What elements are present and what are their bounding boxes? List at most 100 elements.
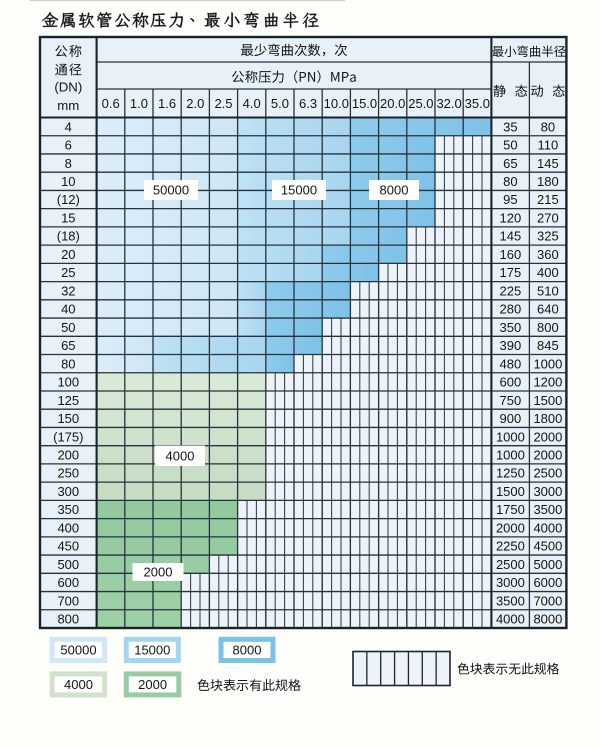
- svg-text:300: 300: [57, 484, 79, 499]
- svg-text:95: 95: [503, 192, 517, 207]
- svg-text:160: 160: [500, 247, 522, 262]
- svg-text:1800: 1800: [533, 411, 562, 426]
- svg-text:4500: 4500: [533, 539, 562, 554]
- svg-text:1200: 1200: [533, 375, 562, 390]
- svg-text:640: 640: [537, 302, 559, 317]
- svg-text:25.0: 25.0: [408, 96, 433, 111]
- svg-text:8000: 8000: [233, 643, 262, 658]
- svg-text:2000: 2000: [138, 677, 167, 692]
- svg-text:15: 15: [61, 210, 75, 225]
- svg-text:65: 65: [503, 156, 517, 171]
- svg-text:480: 480: [500, 356, 522, 371]
- svg-text:600: 600: [57, 575, 79, 590]
- svg-text:10: 10: [61, 174, 75, 189]
- svg-text:450: 450: [57, 539, 79, 554]
- svg-text:6000: 6000: [533, 575, 562, 590]
- svg-text:20.0: 20.0: [380, 96, 405, 111]
- svg-text:510: 510: [537, 283, 559, 298]
- svg-text:3500: 3500: [496, 593, 525, 608]
- svg-text:50000: 50000: [60, 643, 96, 658]
- svg-text:5000: 5000: [533, 557, 562, 572]
- svg-text:35.0: 35.0: [465, 96, 490, 111]
- svg-text:80: 80: [541, 119, 555, 134]
- svg-text:145: 145: [537, 156, 559, 171]
- svg-text:25: 25: [61, 265, 75, 280]
- svg-text:1750: 1750: [496, 502, 525, 517]
- svg-text:1000: 1000: [496, 447, 525, 462]
- svg-text:1.0: 1.0: [130, 96, 148, 111]
- svg-text:32.0: 32.0: [436, 96, 461, 111]
- svg-text:2500: 2500: [533, 466, 562, 481]
- svg-text:150: 150: [57, 411, 79, 426]
- svg-text:845: 845: [537, 338, 559, 353]
- svg-text:8000: 8000: [380, 183, 409, 198]
- svg-text:2000: 2000: [144, 565, 173, 580]
- svg-text:175: 175: [500, 265, 522, 280]
- svg-text:225: 225: [500, 283, 522, 298]
- svg-text:4000: 4000: [64, 677, 93, 692]
- svg-text:(DN): (DN): [54, 80, 82, 95]
- svg-text:1500: 1500: [533, 393, 562, 408]
- svg-text:390: 390: [500, 338, 522, 353]
- svg-text:360: 360: [537, 247, 559, 262]
- svg-text:2250: 2250: [496, 539, 525, 554]
- svg-text:215: 215: [537, 192, 559, 207]
- svg-text:65: 65: [61, 338, 75, 353]
- svg-text:4000: 4000: [533, 520, 562, 535]
- svg-text:350: 350: [500, 320, 522, 335]
- svg-text:750: 750: [500, 393, 522, 408]
- svg-text:350: 350: [57, 502, 79, 517]
- svg-text:600: 600: [500, 375, 522, 390]
- svg-text:900: 900: [500, 411, 522, 426]
- svg-text:700: 700: [57, 593, 79, 608]
- svg-text:15000: 15000: [134, 643, 170, 658]
- svg-text:270: 270: [537, 210, 559, 225]
- svg-text:10.0: 10.0: [324, 96, 349, 111]
- svg-text:(175): (175): [53, 429, 83, 444]
- svg-text:1000: 1000: [533, 356, 562, 371]
- svg-text:0.6: 0.6: [102, 96, 120, 111]
- svg-text:800: 800: [57, 612, 79, 627]
- svg-text:110: 110: [538, 138, 559, 153]
- svg-text:180: 180: [537, 174, 559, 189]
- svg-text:2500: 2500: [496, 557, 525, 572]
- svg-text:3000: 3000: [496, 575, 525, 590]
- svg-text:500: 500: [57, 557, 79, 572]
- svg-text:50: 50: [503, 138, 517, 153]
- svg-text:200: 200: [57, 447, 79, 462]
- svg-text:3000: 3000: [533, 484, 562, 499]
- svg-text:2000: 2000: [496, 520, 525, 535]
- svg-text:100: 100: [57, 375, 79, 390]
- svg-text:(18): (18): [57, 229, 80, 244]
- svg-text:6: 6: [65, 138, 72, 153]
- svg-text:4: 4: [65, 119, 72, 134]
- svg-text:800: 800: [537, 320, 559, 335]
- svg-text:1000: 1000: [496, 429, 525, 444]
- svg-text:8000: 8000: [533, 612, 562, 627]
- svg-text:1250: 1250: [496, 466, 525, 481]
- svg-text:325: 325: [537, 229, 559, 244]
- svg-text:400: 400: [57, 520, 79, 535]
- svg-text:1.6: 1.6: [158, 96, 176, 111]
- svg-text:400: 400: [537, 265, 559, 280]
- svg-text:15.0: 15.0: [352, 96, 377, 111]
- svg-text:mm: mm: [57, 98, 79, 113]
- svg-text:8: 8: [65, 156, 72, 171]
- svg-text:2.0: 2.0: [186, 96, 204, 111]
- svg-text:280: 280: [500, 302, 522, 317]
- svg-text:145: 145: [500, 229, 522, 244]
- svg-text:80: 80: [503, 174, 517, 189]
- svg-text:1500: 1500: [496, 484, 525, 499]
- svg-text:3500: 3500: [533, 502, 562, 517]
- svg-text:35: 35: [503, 119, 517, 134]
- svg-text:(12): (12): [57, 192, 80, 207]
- svg-text:2000: 2000: [533, 447, 562, 462]
- svg-text:32: 32: [61, 283, 75, 298]
- svg-text:4.0: 4.0: [243, 96, 261, 111]
- svg-text:250: 250: [57, 466, 79, 481]
- svg-text:6.3: 6.3: [299, 96, 317, 111]
- svg-text:7000: 7000: [533, 593, 562, 608]
- svg-text:120: 120: [500, 210, 522, 225]
- svg-text:125: 125: [57, 393, 79, 408]
- svg-text:15000: 15000: [281, 183, 317, 198]
